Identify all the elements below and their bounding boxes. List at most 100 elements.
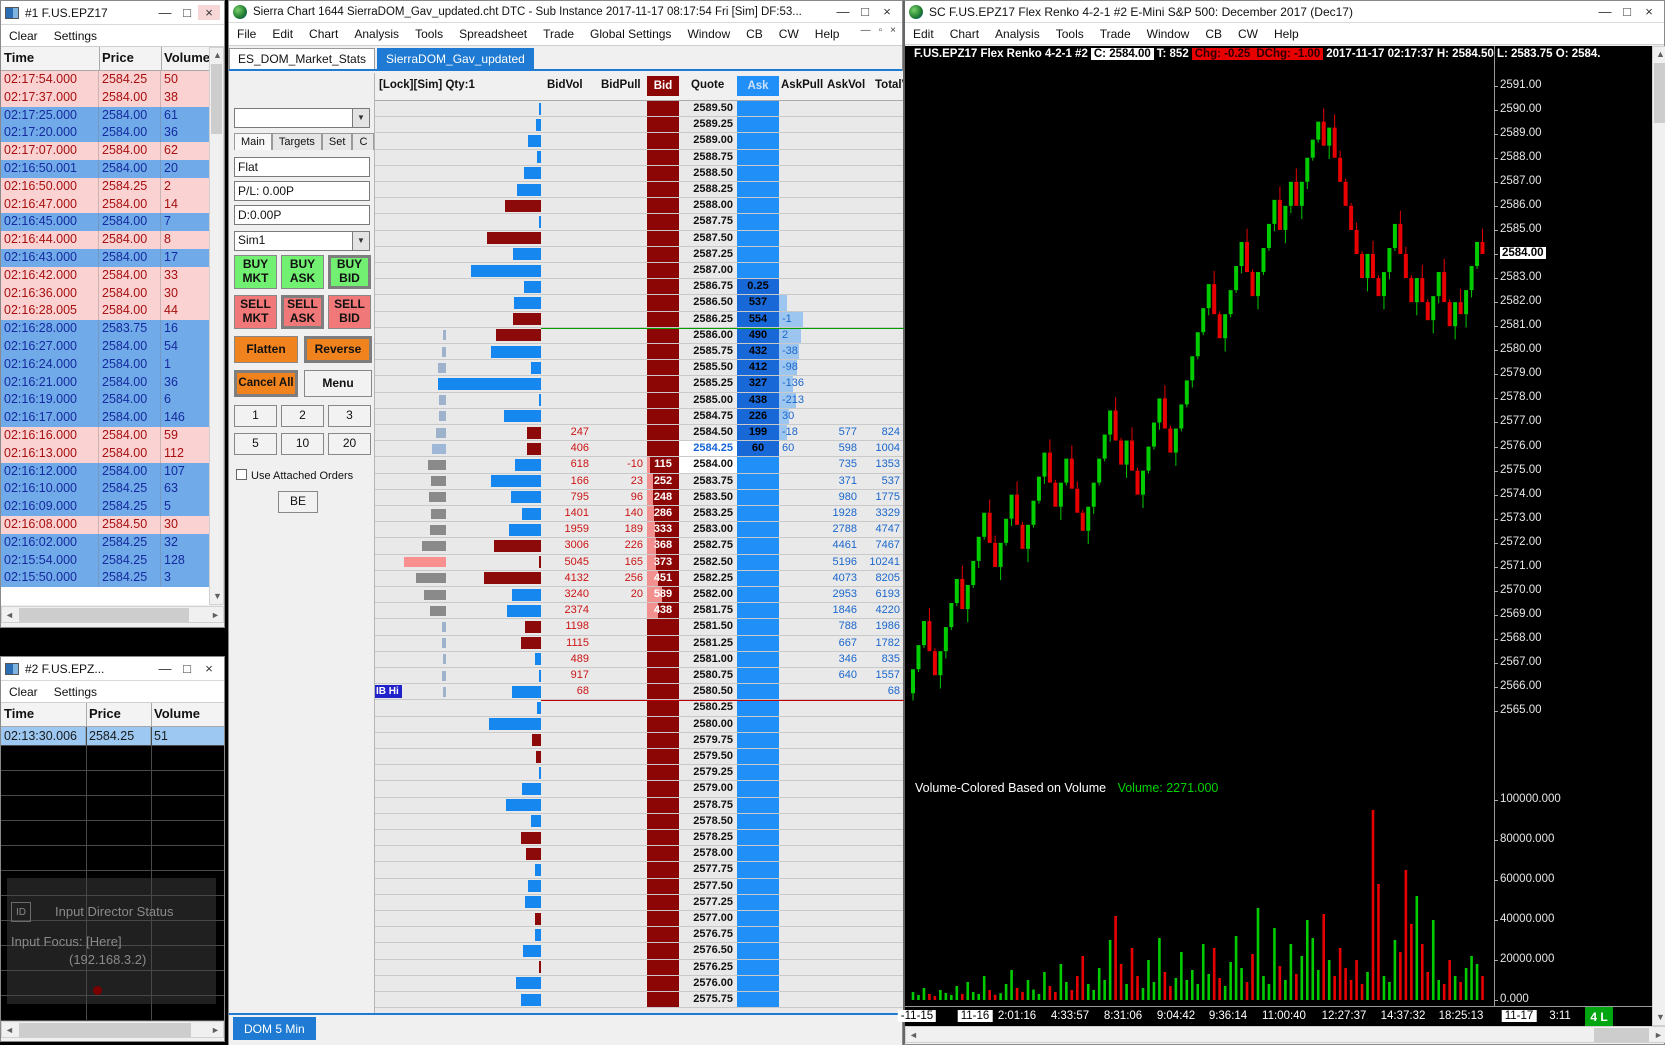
menu-button[interactable]: Menu [304,370,372,397]
window2-hscrollbar[interactable]: ◄ ► [1,1021,224,1038]
cell-bid[interactable] [647,279,679,295]
scroll-right-icon[interactable]: ► [211,610,220,620]
menu-item-window[interactable]: Window [687,27,731,41]
attached-orders-checkbox[interactable] [236,469,247,480]
ladder-row[interactable]: 2579.00 [375,781,904,798]
cell-ask[interactable] [737,506,779,522]
cell-ask[interactable] [737,716,779,732]
cell-ask[interactable] [737,749,779,765]
cell-bid[interactable]: 286 [647,506,679,522]
ladder-row[interactable]: 2585.00 438 -213 [375,392,904,409]
button-sell-ask[interactable]: SELL ASK [281,295,324,329]
ladder-row[interactable]: 4132 256 451 2582.25 4073 8205 [375,570,904,587]
ladder-row[interactable]: 2587.00 [375,263,904,280]
menu-item-edit[interactable]: Edit [272,27,294,41]
ladder-row[interactable]: 2579.50 [375,749,904,766]
ladder-row[interactable]: 2589.50 [375,101,904,118]
mdi-button[interactable]: ▫ [878,25,883,36]
menu-item-help[interactable]: Help [1274,26,1299,41]
ladder-row[interactable]: 2578.75 [375,797,904,814]
cell-bid[interactable]: 333 [647,522,679,538]
cell-ask[interactable] [737,992,779,1008]
scrollbar-thumb[interactable] [19,608,189,622]
cell-quote[interactable]: 2577.50 [693,879,733,892]
cell-ask[interactable] [737,911,779,927]
cell-quote[interactable]: 2576.25 [693,960,733,973]
cell-quote[interactable]: 2583.00 [693,523,733,536]
cell-quote[interactable]: 2581.25 [693,636,733,649]
table-row[interactable]: 02:16:28.000 2583.75 16 [1,320,211,338]
table-row[interactable]: 02:13:30.006 2584.25 51 [1,727,224,745]
cell-ask[interactable] [737,522,779,538]
ladder-row[interactable]: 2586.00 490 2 [375,327,904,344]
table-row[interactable]: 02:16:44.000 2584.00 8 [1,231,211,249]
menu-item-chart[interactable]: Chart [949,26,980,41]
ladder-row[interactable]: 2576.75 [375,927,904,944]
cell-bid[interactable] [647,214,679,230]
qty-button-20[interactable]: 20 [328,433,371,455]
cell-ask[interactable] [737,813,779,829]
table-row[interactable]: 02:16:17.000 2584.00 146 [1,409,211,427]
ladder-row[interactable]: 2577.50 [375,878,904,895]
cell-ask[interactable] [737,975,779,991]
ladder-row[interactable]: 247 2584.50 199 -18 577 824 [375,425,904,442]
maximize-icon[interactable]: □ [861,4,869,19]
close-icon[interactable]: × [883,4,891,19]
button-buy-bid[interactable]: BUY BID [328,255,371,289]
cell-bid[interactable] [647,149,679,165]
cell-quote[interactable]: 2589.00 [693,134,733,147]
cell-bid[interactable] [647,992,679,1008]
maximize-icon[interactable]: □ [183,5,191,20]
menu-item-cb[interactable]: CB [746,27,763,41]
cell-bid[interactable] [647,927,679,943]
ladder-row[interactable]: 2578.50 [375,813,904,830]
cell-quote[interactable]: 2586.00 [693,328,733,341]
col-price[interactable]: Price [102,50,134,65]
scroll-down-icon[interactable]: ▼ [213,591,222,601]
window1-hscrollbar[interactable]: ◄ ► [1,606,224,623]
table-row[interactable]: 02:16:28.005 2584.00 44 [1,302,211,321]
cell-bid[interactable] [647,668,679,684]
cell-bid[interactable]: 373 [647,554,679,570]
cell-bid[interactable] [647,635,679,651]
button-sell-bid[interactable]: SELL BID [328,295,371,329]
cell-quote[interactable]: 2582.25 [693,571,733,584]
table-row[interactable]: 02:16:16.000 2584.00 59 [1,427,211,445]
cell-ask[interactable]: 412 [737,360,797,376]
cell-ask[interactable] [737,878,779,894]
cell-quote[interactable]: 2582.50 [693,555,733,568]
cell-ask[interactable] [737,894,779,910]
col-time[interactable]: Time [4,50,35,65]
scrollbar-thumb[interactable] [1654,63,1665,123]
cell-quote[interactable]: 2576.50 [693,944,733,957]
table-row[interactable]: 02:16:42.000 2584.00 33 [1,266,211,285]
ladder-row[interactable]: 2579.75 [375,732,904,749]
minimize-icon[interactable]: — [836,4,850,19]
ladder-row[interactable]: 2575.75 [375,992,904,1009]
cell-quote[interactable]: 2577.00 [693,912,733,924]
window2-titlebar[interactable]: #2 F.US.EPZ... — □ × [1,657,224,681]
ladder-row[interactable]: 2587.25 [375,246,904,263]
cell-ask[interactable]: 438 [737,392,796,408]
cell-ask[interactable] [737,165,779,181]
cell-bid[interactable] [647,975,679,991]
ladder-row[interactable]: 1115 2581.25 667 1782 [375,635,904,652]
chart-link-badge[interactable]: 4 L [1585,1007,1613,1027]
cell-ask[interactable] [737,554,779,570]
menu-item-tools[interactable]: Tools [1055,26,1084,41]
ladder-row[interactable]: 795 96 248 2583.50 980 1775 [375,489,904,506]
cell-quote[interactable]: 2578.25 [693,831,733,843]
ladder-row[interactable]: 2585.50 412 -98 [375,360,904,377]
cell-quote[interactable]: 2581.00 [693,652,733,665]
ladder-row[interactable]: 618 -10 115 2584.00 735 1353 [375,457,904,474]
chart-titlebar[interactable]: SC F.US.EPZ17 Flex Renko 4-2-1 #2 E-Mini… [905,1,1664,23]
cell-ask[interactable] [737,943,779,959]
cell-bid[interactable] [647,619,679,635]
cell-bid[interactable]: 368 [647,538,679,554]
table-row[interactable]: 02:15:50.000 2584.25 3 [1,569,211,588]
cell-bid[interactable] [647,165,679,181]
close-icon[interactable]: × [205,661,213,676]
cell-bid[interactable] [647,765,679,781]
ladder-row[interactable]: 2587.50 [375,230,904,247]
cell-quote[interactable]: 2576.75 [693,928,733,941]
